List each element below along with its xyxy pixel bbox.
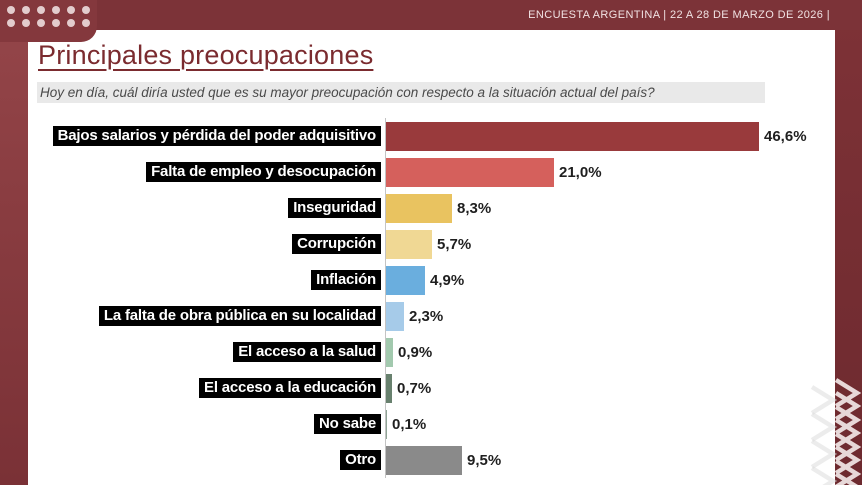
dot-icon [82, 6, 90, 14]
chart-row: Falta de empleo y desocupación 21,0% [0, 154, 862, 190]
value-label: 4,9% [430, 271, 465, 289]
left-accent-strip [0, 0, 28, 485]
dot-icon [52, 19, 60, 27]
category-label: Otro [340, 450, 381, 470]
category-cell: La falta de obra pública en su localidad [0, 306, 381, 326]
dots-decoration [0, 0, 97, 42]
dot-icon [22, 19, 30, 27]
value-label: 2,3% [409, 307, 444, 325]
value-label: 46,6% [764, 127, 807, 145]
chart-row: Corrupción 5,7% [0, 226, 862, 262]
value-label: 0,1% [392, 415, 427, 433]
chart-row: El acceso a la educación 0,7% [0, 370, 862, 406]
dot-icon [7, 6, 15, 14]
chevron-pattern-icon [810, 378, 862, 485]
chevron-icon [834, 405, 862, 435]
dots-row [7, 6, 97, 14]
dot-icon [37, 19, 45, 27]
chart-row: Otro 9,5% [0, 442, 862, 478]
category-label: El acceso a la educación [199, 378, 381, 398]
chart-axis-line [385, 118, 386, 478]
category-cell: Falta de empleo y desocupación [0, 162, 381, 182]
bar [386, 337, 393, 367]
survey-question: Hoy en día, cuál diría usted que es su m… [37, 82, 765, 103]
dot-icon [7, 19, 15, 27]
dot-icon [67, 19, 75, 27]
category-label: Inseguridad [288, 198, 381, 218]
dot-icon [37, 6, 45, 14]
category-label: Inflación [311, 270, 381, 290]
chevron-icon [834, 391, 862, 421]
page-title: Principales preocupaciones [38, 40, 374, 70]
category-cell: Otro [0, 450, 381, 470]
bar [386, 229, 432, 259]
chevron-icon [834, 472, 859, 485]
category-cell: El acceso a la educación [0, 378, 381, 398]
category-label: La falta de obra pública en su localidad [98, 306, 381, 326]
chevron-icon [834, 432, 862, 462]
bar [386, 193, 452, 223]
chevron-icon [834, 378, 862, 408]
dot-icon [52, 6, 60, 14]
chevron-icon [810, 412, 838, 442]
chevron-icon [810, 466, 838, 485]
chart-row: Inseguridad 8,3% [0, 190, 862, 226]
category-label: No sabe [314, 414, 381, 434]
category-label: Bajos salarios y pérdida del poder adqui… [52, 126, 381, 146]
value-label: 8,3% [457, 199, 492, 217]
dot-icon [67, 6, 75, 14]
category-label: Falta de empleo y desocupación [146, 162, 381, 182]
dots-row [7, 19, 97, 27]
category-label: Corrupción [292, 234, 381, 254]
bar [386, 373, 392, 403]
value-label: 21,0% [559, 163, 602, 181]
dot-icon [22, 6, 30, 14]
bar-chart: Bajos salarios y pérdida del poder adqui… [0, 118, 862, 478]
value-label: 0,7% [397, 379, 432, 397]
header-bar: ENCUESTA ARGENTINA | 22 A 28 DE MARZO DE… [0, 0, 862, 30]
chart-row: El acceso a la salud 0,9% [0, 334, 862, 370]
category-label: El acceso a la salud [233, 342, 381, 362]
category-cell: Inseguridad [0, 198, 381, 218]
value-label: 9,5% [467, 451, 502, 469]
chart-row: Bajos salarios y pérdida del poder adqui… [0, 118, 862, 154]
bar [386, 265, 425, 295]
chevron-icon [810, 439, 838, 469]
bar [386, 409, 387, 439]
value-label: 0,9% [398, 343, 433, 361]
category-cell: Inflación [0, 270, 381, 290]
chevron-icon [834, 418, 862, 448]
bar [386, 301, 404, 331]
chevron-icon [810, 385, 838, 415]
header-caption: ENCUESTA ARGENTINA | 22 A 28 DE MARZO DE… [528, 9, 830, 21]
chart-row: Inflación 4,9% [0, 262, 862, 298]
category-cell: Bajos salarios y pérdida del poder adqui… [0, 126, 381, 146]
category-cell: No sabe [0, 414, 381, 434]
chevron-icon [834, 459, 862, 485]
bar [386, 157, 554, 187]
chart-row: La falta de obra pública en su localidad… [0, 298, 862, 334]
bar [386, 121, 759, 151]
category-cell: Corrupción [0, 234, 381, 254]
dot-icon [82, 19, 90, 27]
value-label: 5,7% [437, 235, 472, 253]
category-cell: El acceso a la salud [0, 342, 381, 362]
bar [386, 445, 462, 475]
chart-row: No sabe 0,1% [0, 406, 862, 442]
chevron-icon [834, 445, 862, 475]
